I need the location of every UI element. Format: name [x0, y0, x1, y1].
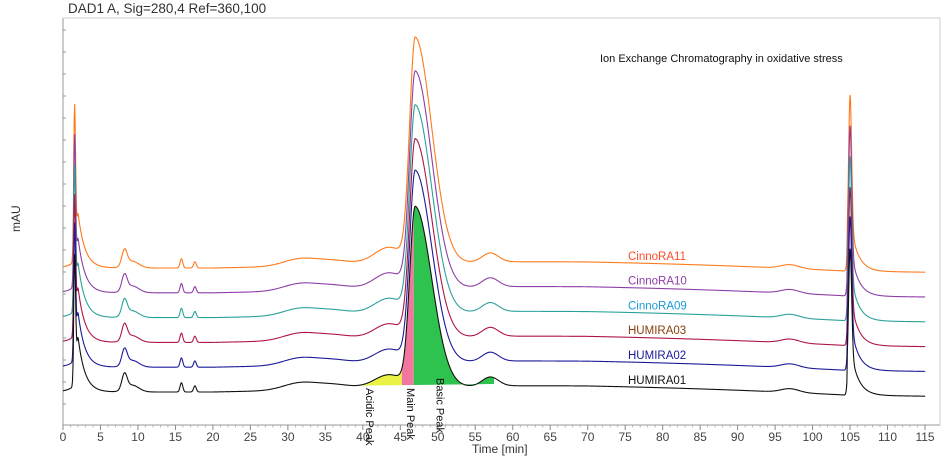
x-tick-label: 80 — [656, 430, 670, 444]
x-tick-label: 60 — [506, 430, 520, 444]
x-tick-label: 100 — [803, 430, 823, 444]
series-label: HUMIRA02 — [628, 350, 686, 362]
series-label: CinnoRA10 — [628, 276, 687, 288]
series-label: CinnoRA11 — [628, 251, 686, 263]
x-tick-label: 10 — [131, 430, 145, 444]
series-line — [62, 104, 926, 323]
signal-header: DAD1 A, Sig=280,4 Ref=360,100 — [68, 1, 267, 16]
series-line — [62, 169, 926, 372]
x-tick-label: 20 — [206, 430, 220, 444]
region-area — [351, 368, 402, 386]
series-line — [62, 205, 926, 397]
region-label: Main Peak — [404, 388, 416, 440]
series-line — [62, 70, 926, 298]
region-label: Basic Peak — [433, 378, 445, 434]
series-label: HUMIRA01 — [628, 375, 686, 387]
x-tick-label: 110 — [878, 430, 897, 444]
x-tick-label: 50 — [431, 430, 445, 444]
x-tick-label: 15 — [169, 430, 183, 444]
x-tick-label: 25 — [244, 430, 258, 444]
x-tick-label: 115 — [915, 430, 934, 444]
x-tick-label: 5 — [97, 430, 104, 444]
x-tick-label: 55 — [469, 430, 483, 444]
x-tick-label: 90 — [731, 430, 745, 444]
x-axis-label: Time [min] — [472, 442, 528, 456]
x-tick-label: 70 — [581, 430, 595, 444]
series-label: CinnoRA09 — [628, 300, 687, 312]
series-label: HUMIRA03 — [628, 325, 686, 337]
x-tick-label: 35 — [319, 430, 333, 444]
x-tick-label: 45 — [394, 430, 408, 444]
x-tick-label: 40 — [356, 430, 370, 444]
x-tick-label: 30 — [281, 430, 295, 444]
x-tick-label: 95 — [768, 430, 782, 444]
region-label: Acidic Peak — [363, 388, 375, 446]
x-tick-label: 105 — [840, 430, 860, 444]
series-line — [62, 137, 926, 348]
chart-title: Ion Exchange Chromatography in oxidative… — [600, 53, 843, 65]
x-tick-label: 0 — [60, 430, 67, 444]
x-tick-label: 65 — [544, 430, 558, 444]
x-tick-label: 75 — [618, 430, 632, 444]
x-tick-label: 85 — [693, 430, 707, 444]
region-area — [413, 206, 494, 386]
series-line — [62, 36, 926, 273]
